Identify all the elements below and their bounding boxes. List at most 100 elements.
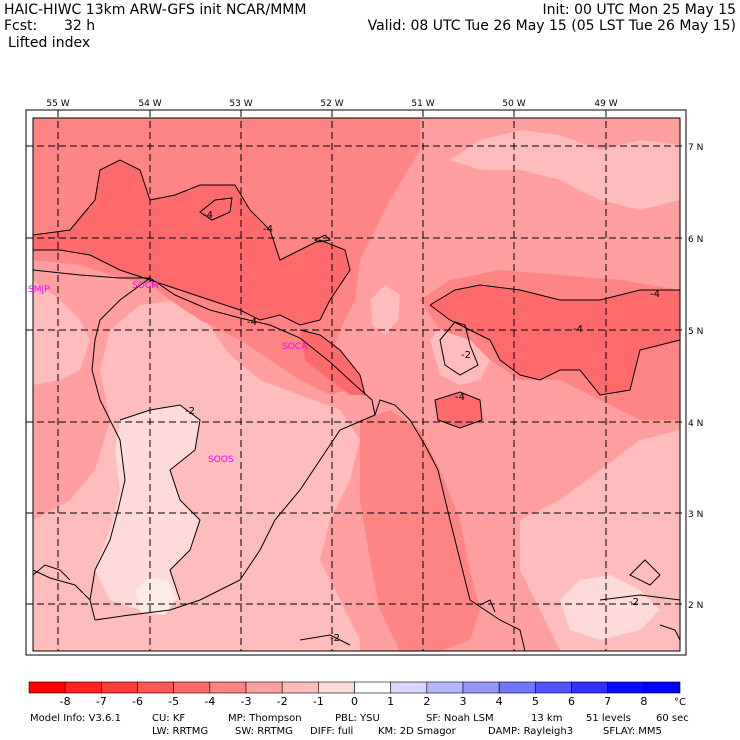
contour-label: -2 — [629, 597, 639, 608]
lon-label-51w: 51 W — [411, 99, 434, 109]
lat-label-2n: 2 N — [688, 601, 703, 611]
lat-label-3n: 3 N — [688, 510, 703, 520]
contour-label: -4 — [247, 317, 257, 328]
colorbar-tick-label: 7 — [604, 695, 611, 708]
lw-scheme: LW: RRTMG — [152, 726, 209, 737]
forecast-hour: 32 h — [64, 18, 96, 34]
colorbar-tick-label: 3 — [460, 695, 467, 708]
lat-label-4n: 4 N — [688, 419, 703, 429]
field-region-light-small — [370, 285, 400, 335]
colorbar-swatch — [64, 681, 102, 694]
lon-label-53w: 53 W — [229, 99, 252, 109]
field-region-light-ne — [450, 130, 680, 210]
colorbar-swatch — [571, 681, 608, 694]
forecast-label: Fcst: — [4, 18, 38, 34]
colorbar-tick-label: 2 — [423, 695, 430, 708]
init-time: Init: 00 UTC Mon 25 May 15 — [542, 2, 736, 18]
field-region-darkest-spot — [435, 392, 482, 428]
colorbar-swatch — [607, 681, 645, 694]
mp-scheme: MP: Thompson — [228, 713, 302, 724]
colorbar-tick-label: -7 — [96, 695, 107, 708]
field-region-lightest-south — [95, 405, 200, 610]
colorbar-tick-label: 4 — [496, 695, 503, 708]
pbl-scheme: PBL: YSU — [335, 713, 380, 724]
colorbar-swatch — [245, 681, 283, 694]
field-region-lightest-se — [560, 575, 660, 640]
lon-label-50w: 50 W — [502, 99, 525, 109]
colorbar-tick-label: -6 — [132, 695, 143, 708]
lat-label-6n: 6 N — [688, 235, 703, 245]
colorbar-tick-label: 1 — [387, 695, 394, 708]
sflay-scheme: SFLAY: MM5 — [603, 726, 662, 737]
contour-label: -4 — [455, 392, 465, 403]
lat-label-7n: 7 N — [688, 143, 703, 153]
km-scheme: KM: 2D Smagor — [378, 726, 456, 737]
colorbar-tick-label: -3 — [241, 695, 252, 708]
damp-scheme: DAMP: Rayleigh3 — [488, 726, 574, 737]
colorbar — [28, 681, 681, 694]
colorbar-swatch — [209, 681, 247, 694]
colorbar-swatch — [462, 681, 500, 694]
contour-label: -2 — [461, 350, 471, 361]
contour-label: -4 — [573, 324, 583, 335]
valid-time: Valid: 08 UTC Tue 26 May 15 (05 LST Tue … — [367, 18, 736, 34]
contour-label: -4 — [203, 210, 213, 221]
colorbar-tick-label: 0 — [351, 695, 358, 708]
station-smjp: SMJP — [28, 285, 50, 295]
lon-label-55w: 55 W — [46, 99, 69, 109]
colorbar-swatch — [101, 681, 138, 694]
contour-label: -2 — [185, 406, 195, 417]
colorbar-swatch — [318, 681, 355, 694]
colorbar-swatch — [137, 681, 174, 694]
resolution: 13 km — [531, 713, 563, 724]
colorbar-tick-label: -5 — [168, 695, 179, 708]
station-soca: SOCA — [282, 342, 308, 352]
colorbar-tick-label: 5 — [532, 695, 539, 708]
colorbar-tick-labels: -8 -7 -6 -5 -4 -3 -2 -1 0 1 2 3 4 5 6 7 8 — [60, 695, 648, 708]
colorbar-tick-label: -4 — [204, 695, 215, 708]
colorbar-swatch — [173, 681, 211, 694]
levels: 51 levels — [586, 713, 631, 724]
field-region-darkest-north — [33, 160, 350, 325]
station-soos: SOOS — [208, 455, 234, 465]
colorbar-swatch — [426, 681, 464, 694]
contour-label: -4 — [650, 289, 660, 300]
sf-scheme: SF: Noah LSM — [426, 713, 494, 724]
lon-label-54w: 54 W — [138, 99, 161, 109]
plot-frame — [32, 117, 681, 652]
colorbar-unit: °C — [674, 697, 686, 708]
colorbar-swatch — [281, 681, 319, 694]
station-socm: SOCM — [132, 281, 159, 291]
colorbar-swatch — [390, 681, 428, 694]
colorbar-tick-label: 8 — [640, 695, 647, 708]
contour-label: -4 — [263, 224, 273, 235]
model-title: HAIC-HIWC 13km ARW-GFS init NCAR/MMM — [4, 2, 307, 18]
contour-label: -2 — [330, 633, 340, 644]
cu-scheme: CU: KF — [152, 713, 186, 724]
field-region-light-sw — [33, 280, 90, 385]
field-region-dark-river — [360, 410, 480, 651]
colorbar-swatch — [354, 681, 391, 694]
colorbar-tick-label: -2 — [277, 695, 288, 708]
lat-label-5n: 5 N — [688, 327, 703, 337]
map-frame — [25, 109, 687, 656]
colorbar-tick-label: 6 — [568, 695, 575, 708]
colorbar-swatch — [498, 681, 536, 694]
coastlines-borders — [32, 269, 526, 652]
sw-scheme: SW: RRTMG — [235, 726, 293, 737]
colorbar-tick-label: -1 — [313, 695, 324, 708]
colorbar-swatch — [535, 681, 572, 694]
diff-scheme: DIFF: full — [310, 726, 354, 737]
field-region-lightest-spot — [135, 578, 175, 615]
colorbar-tick-label: -8 — [60, 695, 71, 708]
colorbar-swatch — [28, 681, 66, 694]
colorbar-swatch — [643, 681, 681, 694]
field-region-darkest-east — [430, 285, 680, 395]
field-name: Lifted index — [8, 35, 91, 51]
lat-lon-grid — [26, 110, 686, 651]
timestep: 60 sec — [656, 713, 689, 724]
lon-label-52w: 52 W — [320, 99, 343, 109]
model-info: Model Info: V3.6.1 — [30, 713, 121, 724]
lon-label-49w: 49 W — [594, 99, 617, 109]
